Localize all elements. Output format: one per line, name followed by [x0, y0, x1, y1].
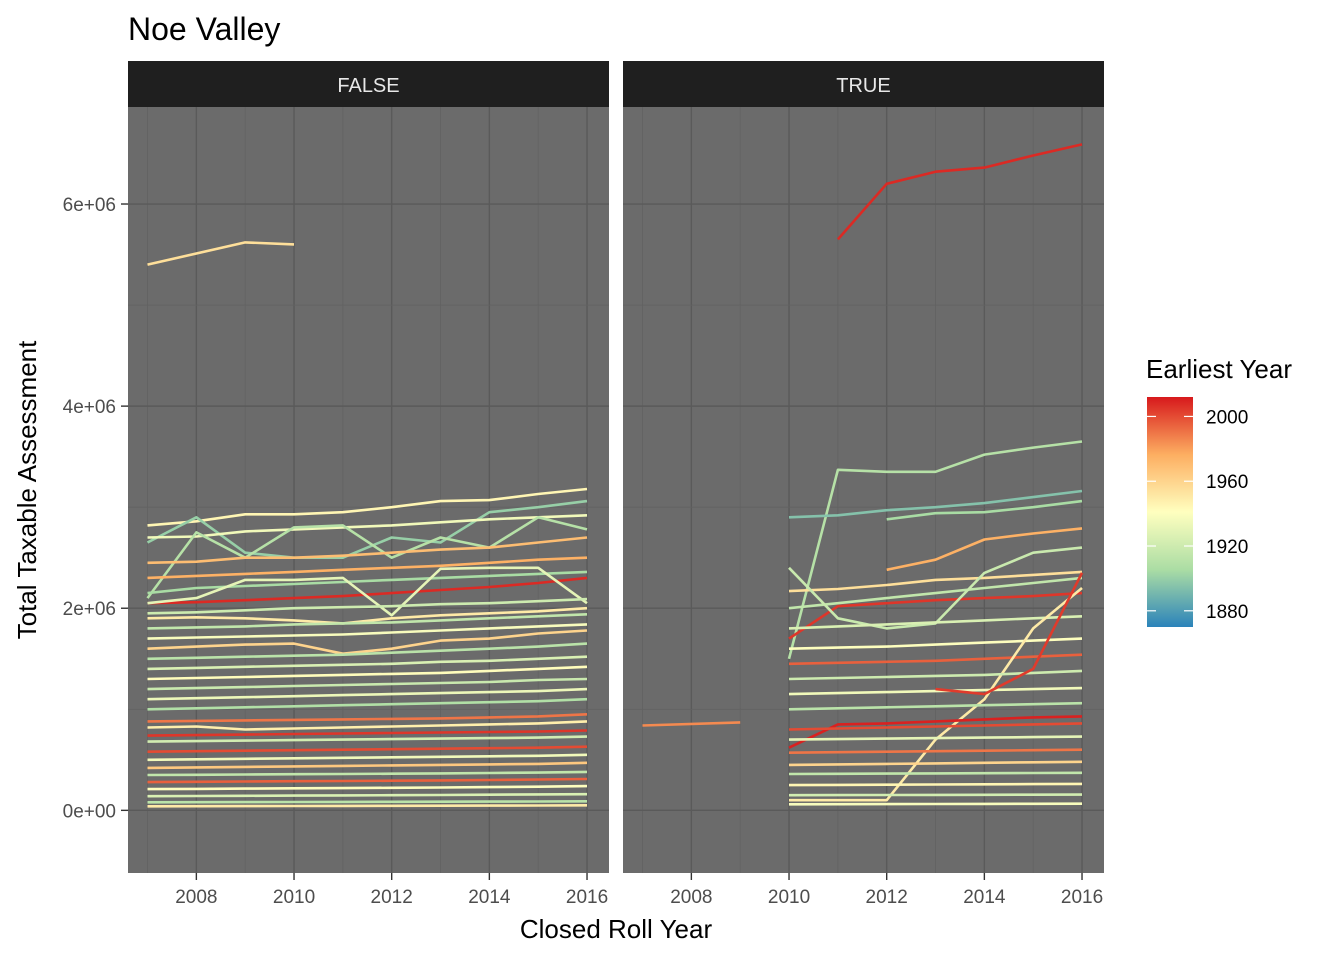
- series-line: [147, 566, 588, 617]
- legend-tick-label: 2000: [1206, 407, 1248, 428]
- series-line: [788, 793, 1083, 797]
- series-line: [147, 799, 588, 804]
- series-lines-false: [146, 241, 588, 808]
- legend-tick-label: 1960: [1206, 472, 1248, 493]
- x-tick-label: 2016: [566, 887, 608, 908]
- strip-background-true: [623, 61, 1104, 107]
- y-axis-label: Total Taxable Assessment: [12, 340, 42, 639]
- series-line: [788, 653, 1083, 666]
- x-tick-label: 2008: [175, 887, 217, 908]
- series-lines-true: [642, 143, 1084, 806]
- y-tick-label: 0e+00: [63, 801, 116, 822]
- grid-true: [623, 107, 1104, 873]
- series-line: [147, 597, 588, 615]
- series-line: [886, 527, 1083, 572]
- y-axis-ticks: 0e+00 2e+06 4e+06 6e+06: [63, 195, 128, 822]
- series-line: [147, 536, 588, 565]
- series-line: [788, 771, 1083, 776]
- y-tick-label: 4e+06: [63, 397, 116, 418]
- series-line: [788, 615, 1083, 630]
- series-line: [147, 606, 588, 625]
- series-line: [788, 701, 1083, 711]
- series-line: [788, 489, 1083, 519]
- series-line: [146, 515, 588, 599]
- y-tick-label: 2e+06: [63, 599, 116, 620]
- series-line: [788, 722, 1083, 731]
- series-line: [147, 720, 588, 731]
- series-line: [147, 665, 588, 681]
- series-line: [147, 241, 295, 266]
- series-line: [788, 802, 1083, 806]
- series-line: [788, 570, 1083, 593]
- series-line: [147, 784, 588, 791]
- series-line: [147, 770, 588, 777]
- x-tick-label: 2010: [273, 887, 315, 908]
- series-line: [886, 499, 1083, 521]
- series-line: [147, 629, 588, 656]
- series-line: [787, 440, 1083, 660]
- series-line: [788, 669, 1083, 681]
- series-line: [836, 143, 1083, 241]
- grid-false: [128, 107, 609, 873]
- series-line: [147, 753, 588, 762]
- series-line: [788, 576, 1083, 610]
- strip-label-false: FALSE: [337, 75, 399, 97]
- series-line: [147, 556, 588, 580]
- series-line: [147, 792, 588, 798]
- series-line: [147, 623, 588, 640]
- legend-tick-label: 1880: [1206, 602, 1248, 623]
- series-line: [788, 735, 1083, 741]
- legend-ticks: 1880 1920 1960 2000: [1147, 407, 1248, 623]
- series-line: [147, 655, 588, 671]
- x-tick-label: 2014: [963, 887, 1006, 908]
- chart-title: Noe Valley: [128, 11, 280, 47]
- panel-background-true: [623, 107, 1104, 873]
- legend-colorbar: [1147, 397, 1193, 627]
- y-tick-label: 6e+06: [63, 195, 116, 216]
- series-line: [788, 760, 1083, 767]
- series-line: [788, 748, 1083, 754]
- series-line: [935, 572, 1084, 696]
- series-line: [147, 713, 588, 723]
- series-line: [147, 735, 588, 743]
- x-tick-label: 2014: [468, 887, 511, 908]
- x-axis-label: Closed Roll Year: [520, 914, 713, 944]
- x-tick-label: 2008: [670, 887, 712, 908]
- series-line: [147, 729, 588, 737]
- series-line: [147, 570, 588, 595]
- series-line: [147, 687, 588, 701]
- series-line: [147, 777, 588, 784]
- series-line: [147, 642, 588, 661]
- panel-background-false: [128, 107, 609, 873]
- series-line: [788, 715, 1083, 749]
- series-line: [147, 487, 588, 527]
- strip-label-true: TRUE: [836, 75, 890, 97]
- series-line: [789, 586, 1083, 802]
- series-line: [788, 686, 1083, 696]
- series-line: [147, 576, 588, 605]
- series-line: [147, 745, 588, 753]
- x-tick-label: 2012: [866, 887, 908, 908]
- x-tick-label: 2016: [1061, 887, 1103, 908]
- series-line: [788, 591, 1083, 640]
- legend-title: Earliest Year: [1146, 354, 1292, 384]
- series-line: [147, 677, 588, 691]
- series-line: [147, 613, 588, 630]
- series-line: [147, 803, 588, 808]
- x-tick-label: 2010: [768, 887, 810, 908]
- legend-tick-label: 1920: [1206, 537, 1248, 558]
- series-line: [788, 782, 1083, 787]
- series-line: [788, 637, 1083, 650]
- x-tick-label: 2012: [371, 887, 413, 908]
- x-axis-ticks: 2008 2010 2012 2014 2016 2008 2010 2012 2014 2016: [175, 873, 1103, 908]
- series-line: [147, 761, 588, 770]
- series-line: [642, 721, 741, 727]
- strip-background-false: [128, 61, 609, 107]
- series-line: [147, 697, 588, 711]
- series-line: [147, 514, 588, 539]
